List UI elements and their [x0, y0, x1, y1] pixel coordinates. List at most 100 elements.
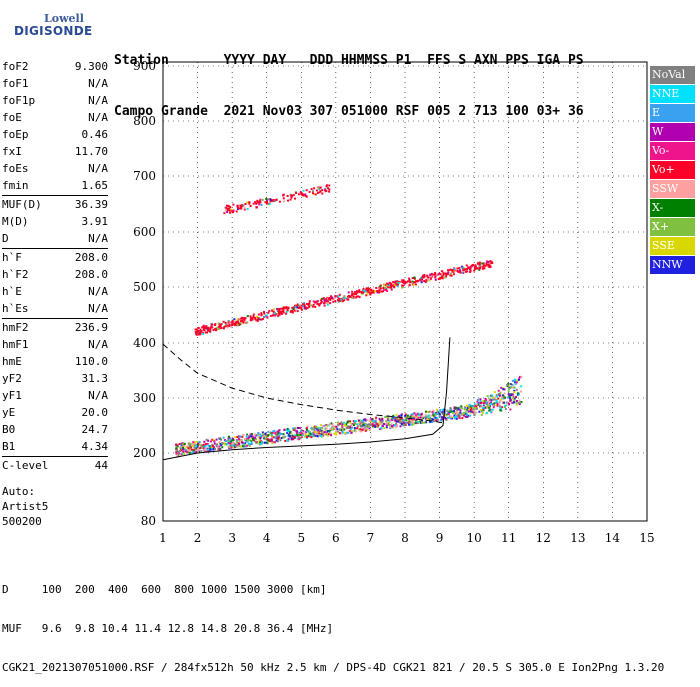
echo-point: [460, 405, 463, 408]
echo-point: [222, 327, 225, 330]
echo-point: [177, 452, 180, 455]
echo-point: [273, 429, 276, 432]
echo-point: [250, 441, 253, 444]
echo-point: [458, 407, 461, 410]
echo-point: [217, 328, 220, 330]
echo-point: [351, 290, 354, 293]
echo-point: [472, 263, 475, 266]
echo-point: [282, 197, 285, 200]
echo-point: [375, 286, 378, 289]
echo-point: [442, 272, 445, 275]
logo-lowell: Lowell: [44, 12, 84, 25]
echo-point: [412, 417, 415, 420]
echo-point: [456, 411, 459, 414]
echo-point: [497, 389, 500, 392]
echo-point: [221, 442, 223, 445]
echo-point: [364, 290, 367, 293]
echo-point: [260, 203, 263, 206]
echo-point: [297, 434, 300, 436]
param-row: h`Es N/A: [2, 300, 108, 317]
echo-point: [314, 431, 317, 434]
echo-point: [270, 200, 273, 202]
echo-point: [277, 432, 280, 435]
echo-point: [350, 431, 353, 434]
echo-point: [427, 276, 430, 279]
echo-point: [421, 421, 423, 424]
y-tick-label: 600: [133, 225, 156, 239]
echo-point: [228, 323, 231, 326]
echo-point: [520, 390, 523, 393]
echo-point: [419, 421, 422, 424]
echo-point: [233, 318, 236, 321]
echo-point: [263, 316, 265, 318]
echo-point: [495, 400, 498, 402]
echo-point: [509, 408, 512, 411]
echo-point: [426, 418, 429, 421]
echo-point: [200, 444, 203, 447]
echo-point: [263, 312, 266, 315]
echo-point: [245, 435, 248, 438]
echo-point: [299, 191, 302, 194]
echo-point: [248, 436, 251, 439]
echo-point: [265, 435, 268, 438]
echo-point: [402, 419, 405, 422]
echo-point: [283, 429, 286, 431]
echo-point: [271, 309, 274, 312]
echo-point: [200, 330, 203, 333]
echo-point: [235, 440, 238, 443]
echo-point: [466, 268, 468, 271]
echo-point: [480, 265, 482, 268]
echo-point: [396, 281, 399, 284]
echo-point: [508, 395, 511, 398]
echo-point: [334, 431, 337, 434]
echo-point: [504, 408, 507, 411]
echo-point: [324, 190, 327, 193]
echo-point: [494, 396, 497, 399]
echo-point: [299, 434, 302, 436]
param-row: h`F2 208.0: [2, 266, 108, 283]
echo-point: [256, 434, 259, 437]
echo-point: [318, 303, 321, 306]
echo-point: [473, 269, 476, 272]
echo-point: [501, 406, 504, 409]
echo-point: [453, 269, 456, 272]
param-name: hmF2: [2, 321, 29, 334]
echo-point: [306, 425, 309, 428]
y-tick-label: 300: [133, 391, 156, 405]
echo-point: [235, 439, 238, 442]
param-row: B1 4.34: [2, 438, 108, 455]
echo-point: [356, 425, 359, 428]
echo-point: [283, 306, 285, 309]
echo-point: [388, 424, 391, 426]
echo-point: [498, 405, 501, 408]
echo-point: [448, 411, 451, 414]
echo-point: [239, 321, 242, 324]
echo-point: [335, 433, 338, 436]
echo-point: [481, 267, 484, 270]
echo-point: [249, 315, 252, 318]
echo-point: [331, 296, 333, 299]
echo-point: [500, 386, 503, 389]
echo-point: [469, 410, 472, 413]
echo-point: [229, 325, 232, 328]
echo-point: [452, 411, 454, 414]
echo-point: [459, 271, 462, 274]
echo-point: [369, 418, 372, 421]
x-tick-label: 9: [436, 531, 444, 545]
echo-point: [268, 440, 271, 442]
param-name: h`E: [2, 285, 22, 298]
echo-point: [256, 201, 259, 204]
echo-point: [406, 280, 409, 283]
echo-point: [265, 199, 268, 201]
echo-point: [338, 432, 341, 435]
echo-point: [411, 415, 414, 418]
echo-point: [387, 417, 390, 420]
param-value: N/A: [88, 232, 108, 245]
echo-point: [440, 276, 443, 279]
echo-point: [235, 210, 238, 213]
echo-point: [207, 326, 210, 329]
echo-point: [321, 433, 324, 436]
echo-point: [374, 418, 377, 421]
echo-point: [324, 187, 327, 190]
echo-point: [292, 194, 295, 197]
